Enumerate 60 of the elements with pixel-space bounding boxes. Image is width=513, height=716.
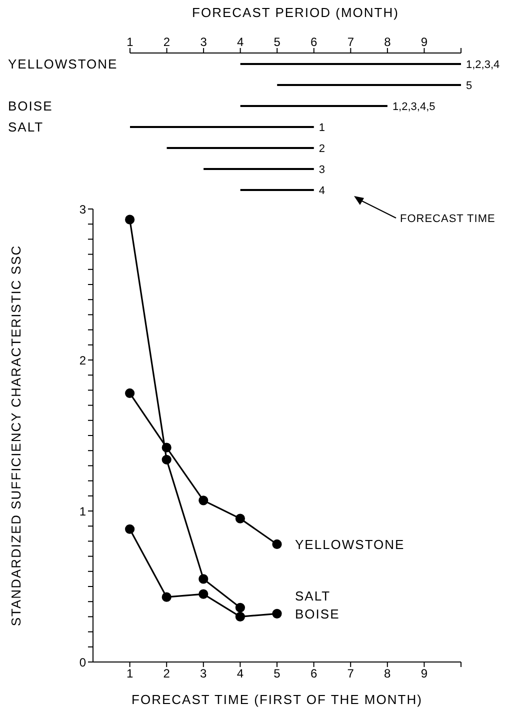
annotation: 1,2,3,4,5 [392, 101, 436, 113]
y-tick-label: 2 [79, 353, 86, 368]
bar [240, 105, 388, 107]
annotation: 3 [318, 164, 326, 176]
point [272, 539, 282, 550]
annotation: 4 [318, 185, 326, 197]
y-tick-label: YELLOWSTONE [8, 56, 118, 72]
y-tick-label: 3 [79, 202, 86, 216]
x-tick-label: 5 [274, 666, 281, 681]
point [125, 524, 135, 534]
y-tick-label: 1 [79, 504, 86, 518]
point [125, 388, 135, 398]
x-tick-label: 9 [420, 666, 428, 681]
x-tick-label: 3 [200, 35, 208, 49]
annotation: 2 [318, 143, 326, 155]
point [162, 442, 172, 452]
y-tick-label: SALT [8, 120, 44, 134]
x-tick-label: 7 [347, 666, 354, 681]
text: 1,2,3,4 [466, 59, 500, 71]
point [125, 214, 135, 224]
x-tick-label: 3 [200, 666, 208, 681]
bar [166, 147, 314, 149]
point [198, 574, 208, 584]
x-tick-label: 6 [310, 666, 318, 681]
x-tick-label: 5 [274, 35, 281, 49]
point [198, 589, 208, 599]
x-tick-label: 6 [310, 35, 318, 49]
point [198, 496, 208, 506]
point [272, 608, 282, 618]
bar [130, 126, 314, 128]
x-tick-label: 4 [236, 35, 244, 49]
x-tick-label: 2 [163, 35, 170, 49]
point [235, 514, 245, 524]
bar [240, 63, 461, 65]
y-tick-label: 0 [79, 655, 86, 670]
x-tick-label: 8 [384, 35, 392, 49]
series-label: BOISE [295, 606, 340, 622]
point [235, 602, 245, 612]
x-tick-label: 4 [236, 666, 244, 681]
annotation: FORECAST TIME [400, 213, 496, 225]
point [162, 454, 172, 464]
bar [240, 189, 314, 191]
x-tick-label: 1 [126, 35, 134, 49]
point [235, 612, 245, 622]
annotation: 1 [318, 122, 326, 134]
y-tick-label: BOISE [8, 98, 53, 114]
x-tick-label: 9 [420, 35, 428, 49]
x-tick-label: 2 [163, 666, 170, 681]
y-axis-title: STANDARDIZED SUFFICIENCY CHARACTERISTIC SSC [8, 244, 24, 626]
x-tick-label: 8 [384, 666, 392, 681]
text: SALT [295, 588, 331, 604]
x-tick-label: 1 [126, 666, 134, 681]
x-axis-title: FORECAST TIME (FIRST OF THE MONTH) [132, 692, 422, 707]
x-axis-title: FORECAST PERIOD (MONTH) [192, 5, 399, 20]
x-tick-label: 7 [347, 35, 354, 49]
text: 5 [466, 80, 472, 92]
bar [277, 84, 461, 86]
point [162, 592, 172, 602]
bar [204, 168, 314, 170]
series-label: YELLOWSTONE [295, 537, 405, 552]
